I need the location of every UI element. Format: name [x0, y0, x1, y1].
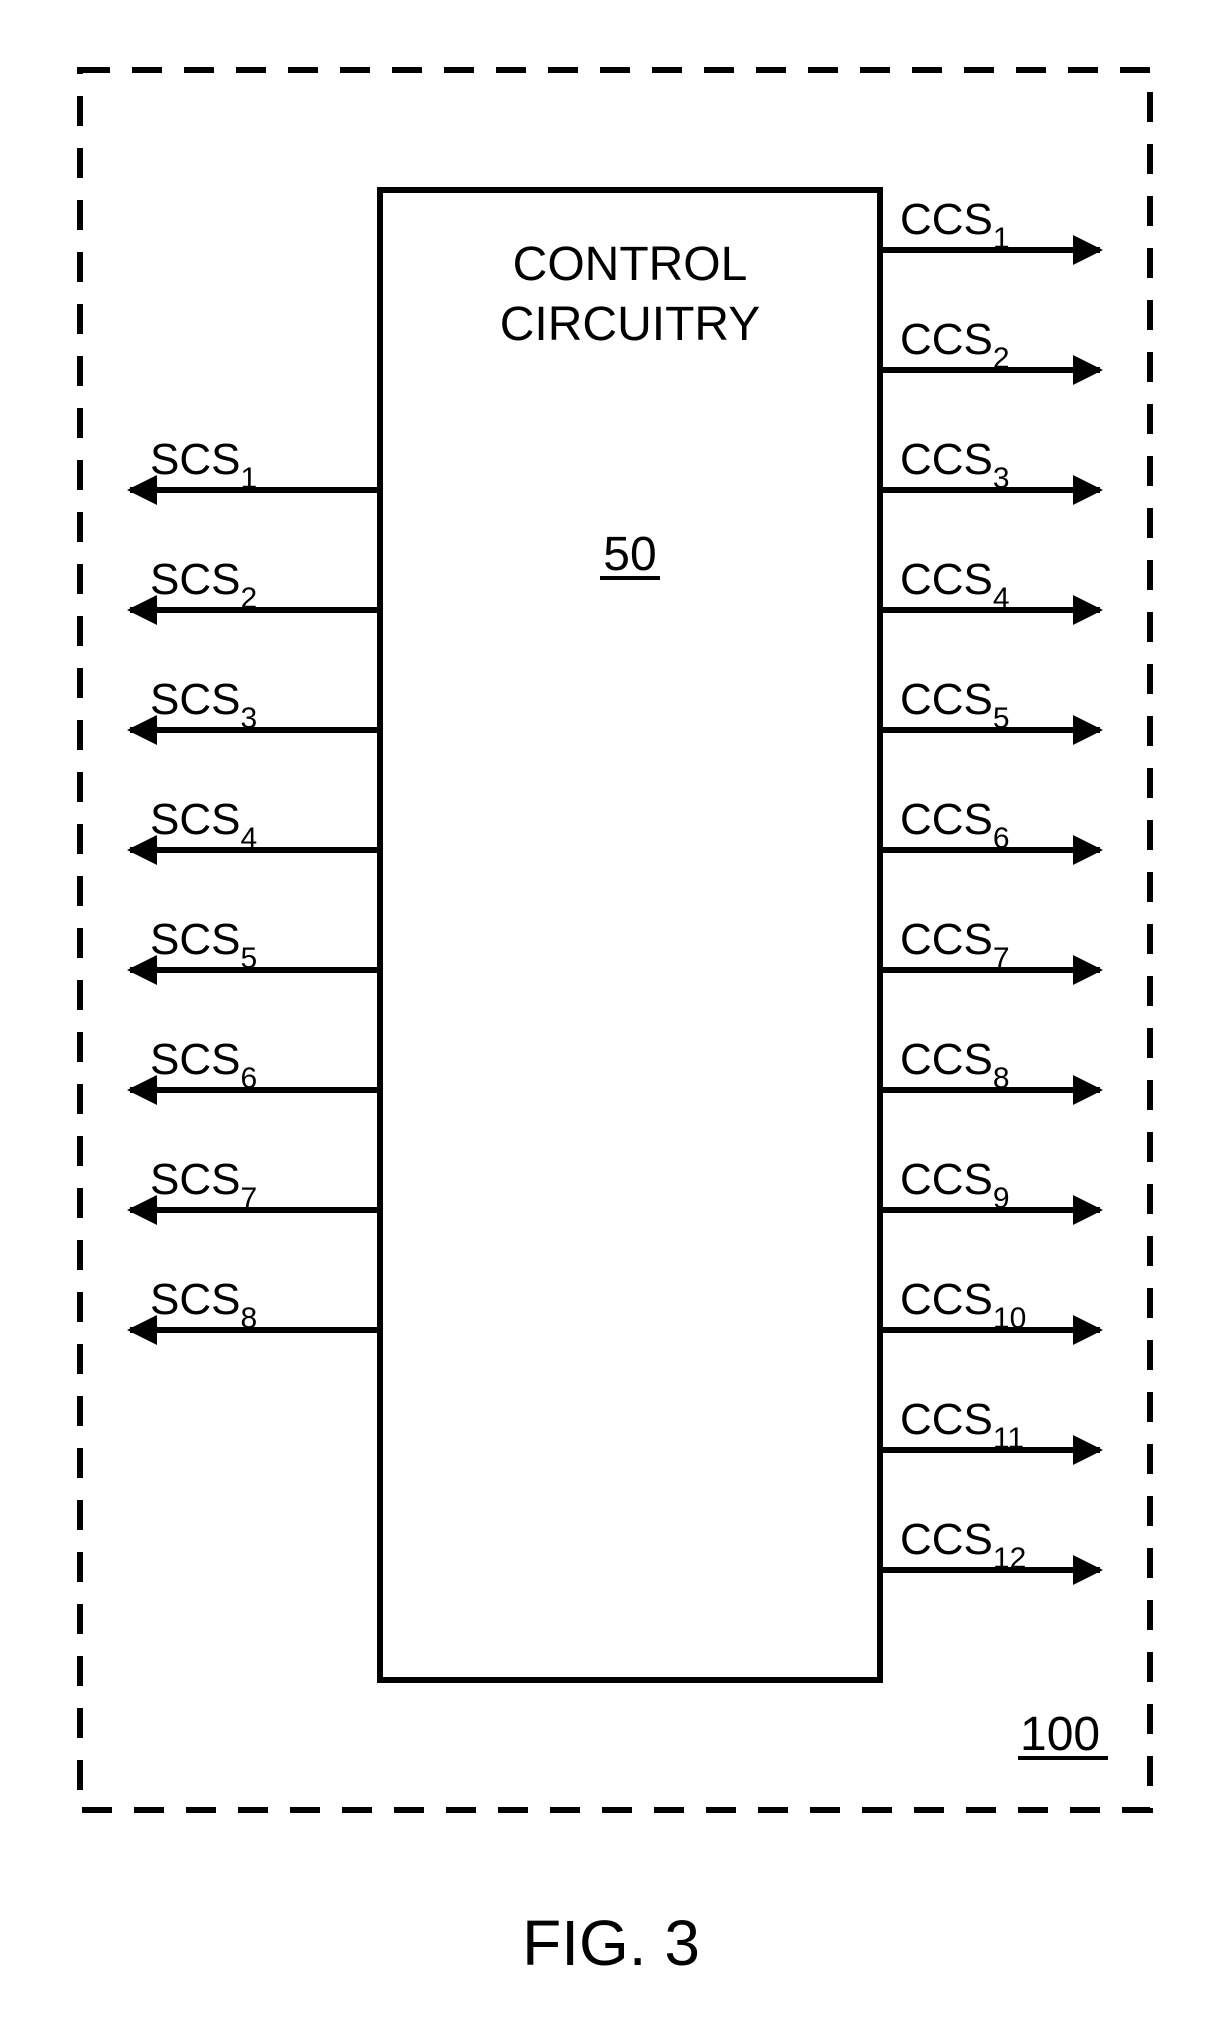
inner-box-title-1: CONTROL: [513, 238, 748, 291]
figure-caption: FIG. 3: [522, 1907, 700, 1979]
outer-box-ref: 100: [1020, 1708, 1100, 1761]
inner-box-title-2: CIRCUITRY: [500, 298, 760, 351]
inner-box-ref: 50: [603, 528, 656, 581]
